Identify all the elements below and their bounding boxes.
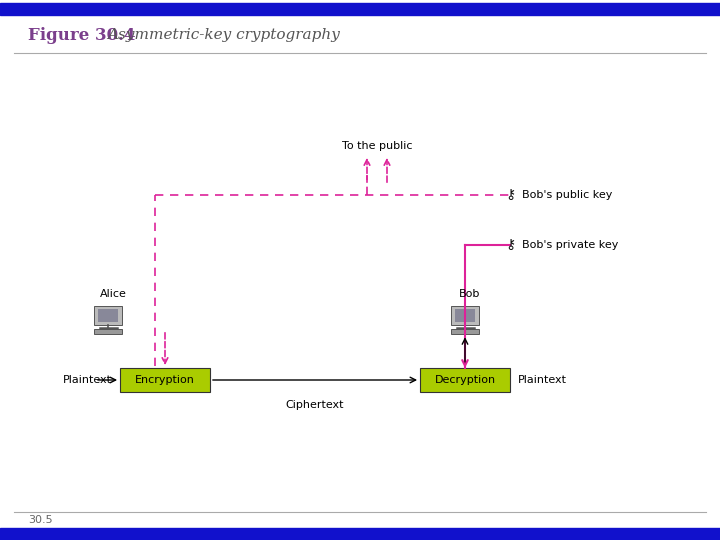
FancyBboxPatch shape (420, 368, 510, 392)
Text: Bob's public key: Bob's public key (522, 190, 613, 200)
Text: ⚷: ⚷ (505, 188, 515, 202)
Text: Alice: Alice (99, 289, 127, 299)
Text: Asymmetric-key cryptography: Asymmetric-key cryptography (107, 28, 340, 42)
Text: 30.5: 30.5 (28, 515, 53, 525)
Text: Bob: Bob (459, 289, 481, 299)
Text: Bob's private key: Bob's private key (522, 240, 618, 250)
Bar (0, 3, 720, 15)
Text: Plaintext: Plaintext (63, 375, 112, 385)
Bar (0, 528, 720, 540)
Text: Decryption: Decryption (434, 375, 495, 385)
FancyBboxPatch shape (120, 368, 210, 392)
FancyBboxPatch shape (455, 309, 474, 322)
Text: To the public: To the public (342, 141, 413, 151)
FancyBboxPatch shape (451, 329, 480, 334)
FancyBboxPatch shape (94, 306, 122, 325)
Text: Plaintext: Plaintext (518, 375, 567, 385)
Text: Encryption: Encryption (135, 375, 195, 385)
FancyBboxPatch shape (94, 329, 122, 334)
FancyBboxPatch shape (451, 306, 479, 325)
Text: Figure 30.4: Figure 30.4 (28, 26, 135, 44)
Text: Ciphertext: Ciphertext (286, 400, 344, 410)
Text: ⚷: ⚷ (505, 238, 515, 252)
FancyBboxPatch shape (98, 309, 118, 322)
